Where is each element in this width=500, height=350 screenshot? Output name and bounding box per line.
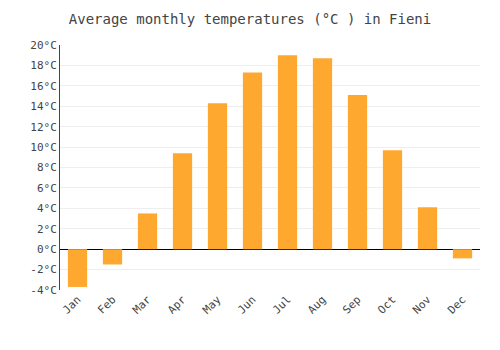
svg-text:Aug: Aug xyxy=(305,293,328,316)
svg-text:-2°C: -2°C xyxy=(30,263,57,276)
svg-text:Nov: Nov xyxy=(410,293,434,317)
svg-text:0°C: 0°C xyxy=(37,243,57,256)
svg-text:16°C: 16°C xyxy=(30,80,57,93)
svg-text:-4°C: -4°C xyxy=(30,284,57,297)
svg-text:Jan: Jan xyxy=(60,293,83,316)
svg-text:Sep: Sep xyxy=(340,293,363,316)
svg-text:6°C: 6°C xyxy=(37,182,57,195)
svg-text:4°C: 4°C xyxy=(37,202,57,215)
svg-text:2°C: 2°C xyxy=(37,223,57,236)
svg-text:Jul: Jul xyxy=(270,293,293,316)
svg-text:10°C: 10°C xyxy=(30,141,57,154)
svg-text:Apr: Apr xyxy=(165,293,189,317)
svg-text:18°C: 18°C xyxy=(30,59,57,72)
svg-text:12°C: 12°C xyxy=(30,121,57,134)
svg-text:Feb: Feb xyxy=(95,293,118,316)
svg-text:May: May xyxy=(200,293,224,317)
svg-text:20°C: 20°C xyxy=(30,39,57,52)
svg-text:8°C: 8°C xyxy=(37,161,57,174)
svg-text:Average monthly temperatures (: Average monthly temperatures (°C ) in Fi… xyxy=(69,11,431,27)
svg-text:Jun: Jun xyxy=(235,293,258,316)
svg-text:14°C: 14°C xyxy=(30,100,57,113)
svg-text:Oct: Oct xyxy=(375,293,398,316)
svg-text:Mar: Mar xyxy=(130,293,154,317)
svg-text:Dec: Dec xyxy=(445,293,468,316)
